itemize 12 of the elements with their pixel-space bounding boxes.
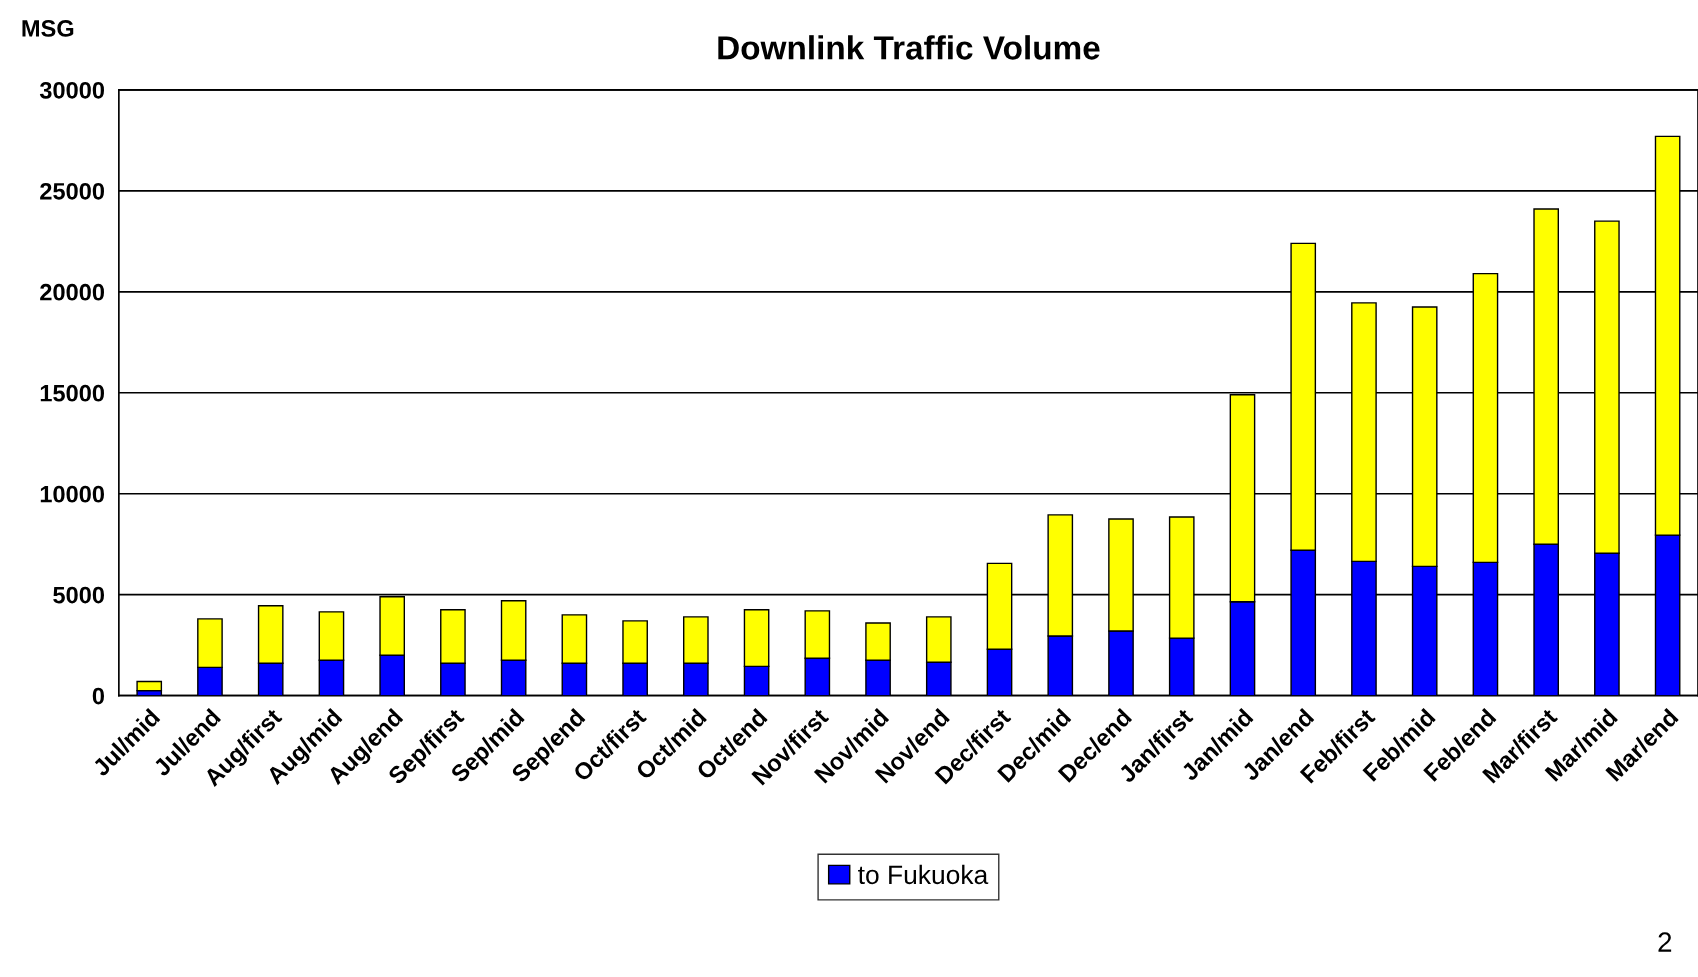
y-tick-label: 10000 [40,485,105,503]
y-tick-label: 25000 [40,182,105,200]
y-axis-title: MSG [22,20,74,37]
y-tick-label: 5000 [53,586,105,604]
bar [136,680,163,692]
y-tick-label: 15000 [40,384,105,402]
legend-label: to Fukuoka [858,864,989,885]
y-tick-label: 0 [92,687,104,705]
text: 2 [1658,932,1672,952]
y-tick-label: 20000 [40,283,105,301]
chart-title: Downlink Traffic Volume [718,35,1100,60]
y-tick-label: 30000 [39,81,105,99]
